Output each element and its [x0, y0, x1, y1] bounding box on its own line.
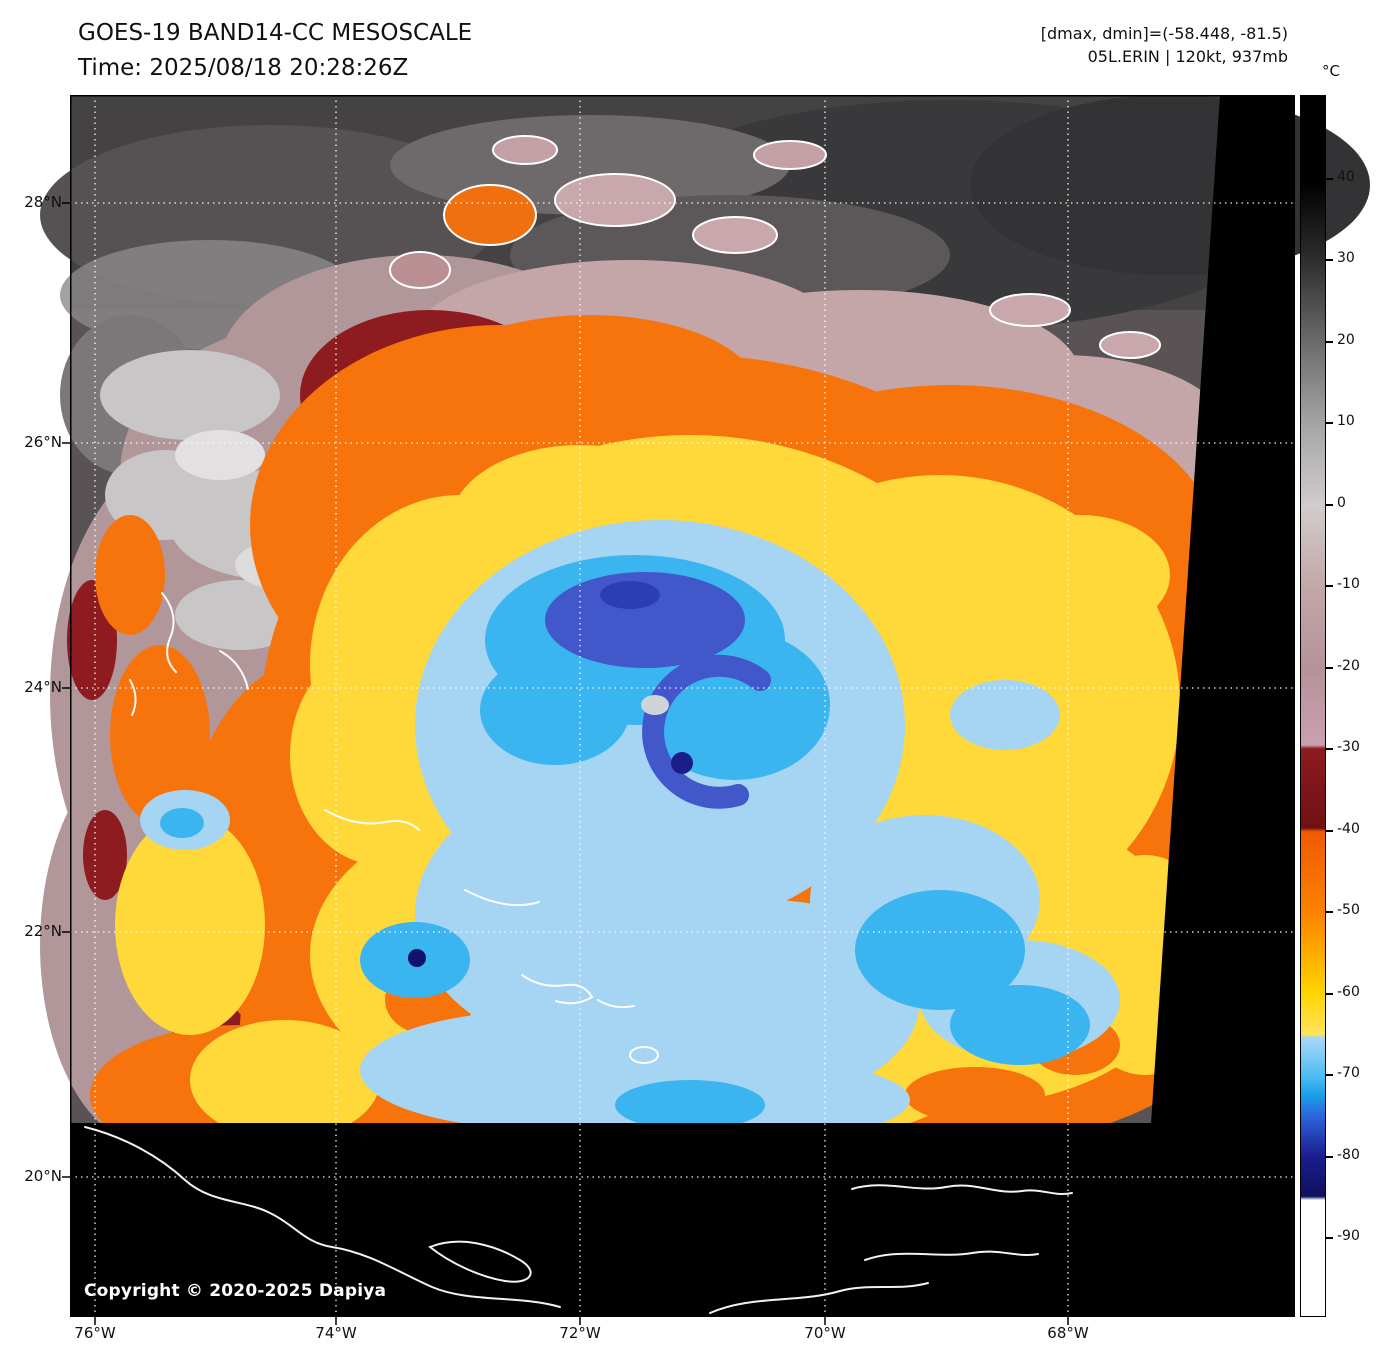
timestamp: Time: 2025/08/18 20:28:26Z	[78, 55, 409, 81]
coastlines	[84, 592, 1073, 1314]
colorbar-tick	[1326, 911, 1333, 913]
copyright-text: Copyright © 2020-2025 Dapiya	[84, 1281, 387, 1301]
temperature-colorbar	[1300, 95, 1326, 1317]
colorbar-tick-label: 20	[1337, 332, 1355, 348]
colorbar-tick-label: 30	[1337, 250, 1355, 266]
colorbar-tick	[1326, 422, 1333, 424]
lat-lon-gridlines	[70, 95, 1295, 1317]
colorbar-tick	[1326, 667, 1333, 669]
colorbar-tick	[1326, 178, 1333, 180]
colorbar-tick-label: -40	[1337, 821, 1360, 837]
lon-label-72w: 72°W	[559, 1324, 601, 1342]
lat-label-20n: 20°N	[24, 1167, 62, 1185]
colorbar-tick-label: -90	[1337, 1228, 1360, 1244]
lon-label-76w: 76°W	[74, 1324, 116, 1342]
satellite-image	[40, 95, 1370, 1325]
colorbar-tick	[1326, 748, 1333, 750]
lat-label-26n: 26°N	[24, 433, 62, 451]
colorbar-tick-label: 0	[1337, 495, 1346, 511]
lon-label-68w: 68°W	[1047, 1324, 1089, 1342]
colorbar-tick-label: 40	[1337, 169, 1355, 185]
hurricane-clouds	[67, 310, 1250, 1165]
scan-edge-black	[70, 95, 1295, 1317]
colorbar-tick-label: -80	[1337, 1147, 1360, 1163]
lon-label-74w: 74°W	[315, 1324, 357, 1342]
storm-label: 05L.ERIN | 120kt, 937mb	[1087, 47, 1288, 66]
colorbar-tick	[1326, 585, 1333, 587]
lat-label-24n: 24°N	[24, 678, 62, 696]
product-title: GOES-19 BAND14-CC MESOSCALE	[78, 20, 473, 46]
colorbar-tick-label: -60	[1337, 984, 1360, 1000]
plot-title: GOES-19 BAND14-CC MESOSCALE Time: 2025/0…	[78, 16, 472, 86]
colorbar-tick-label: -20	[1337, 658, 1360, 674]
colorbar-unit-label: °C	[1322, 62, 1340, 80]
colorbar-tick	[1326, 993, 1333, 995]
colorbar-tick	[1326, 341, 1333, 343]
colorbar-tick-label: -50	[1337, 902, 1360, 918]
colorbar-tick-label: 10	[1337, 413, 1355, 429]
colorbar-tick	[1326, 1237, 1333, 1239]
colorbar-tick	[1326, 1074, 1333, 1076]
lat-label-22n: 22°N	[24, 922, 62, 940]
colorbar-tick-label: -10	[1337, 576, 1360, 592]
colorbar-tick	[1326, 259, 1333, 261]
dmax-dmin-text: [dmax, dmin]=(-58.448, -81.5)	[1040, 24, 1288, 43]
lat-label-28n: 28°N	[24, 193, 62, 211]
map-border	[70, 95, 1295, 1317]
plot-info: [dmax, dmin]=(-58.448, -81.5) 05L.ERIN |…	[1041, 22, 1288, 68]
colorbar-tick-label: -70	[1337, 1065, 1360, 1081]
colorbar-tick	[1326, 504, 1333, 506]
colorbar-tick	[1326, 830, 1333, 832]
lon-label-70w: 70°W	[804, 1324, 846, 1342]
axis-ticks	[62, 202, 1069, 1325]
colorbar-tick-label: -30	[1337, 739, 1360, 755]
colorbar-tick	[1326, 1156, 1333, 1158]
